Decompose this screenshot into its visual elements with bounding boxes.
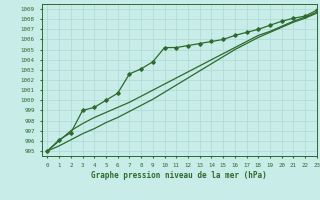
- X-axis label: Graphe pression niveau de la mer (hPa): Graphe pression niveau de la mer (hPa): [91, 171, 267, 180]
